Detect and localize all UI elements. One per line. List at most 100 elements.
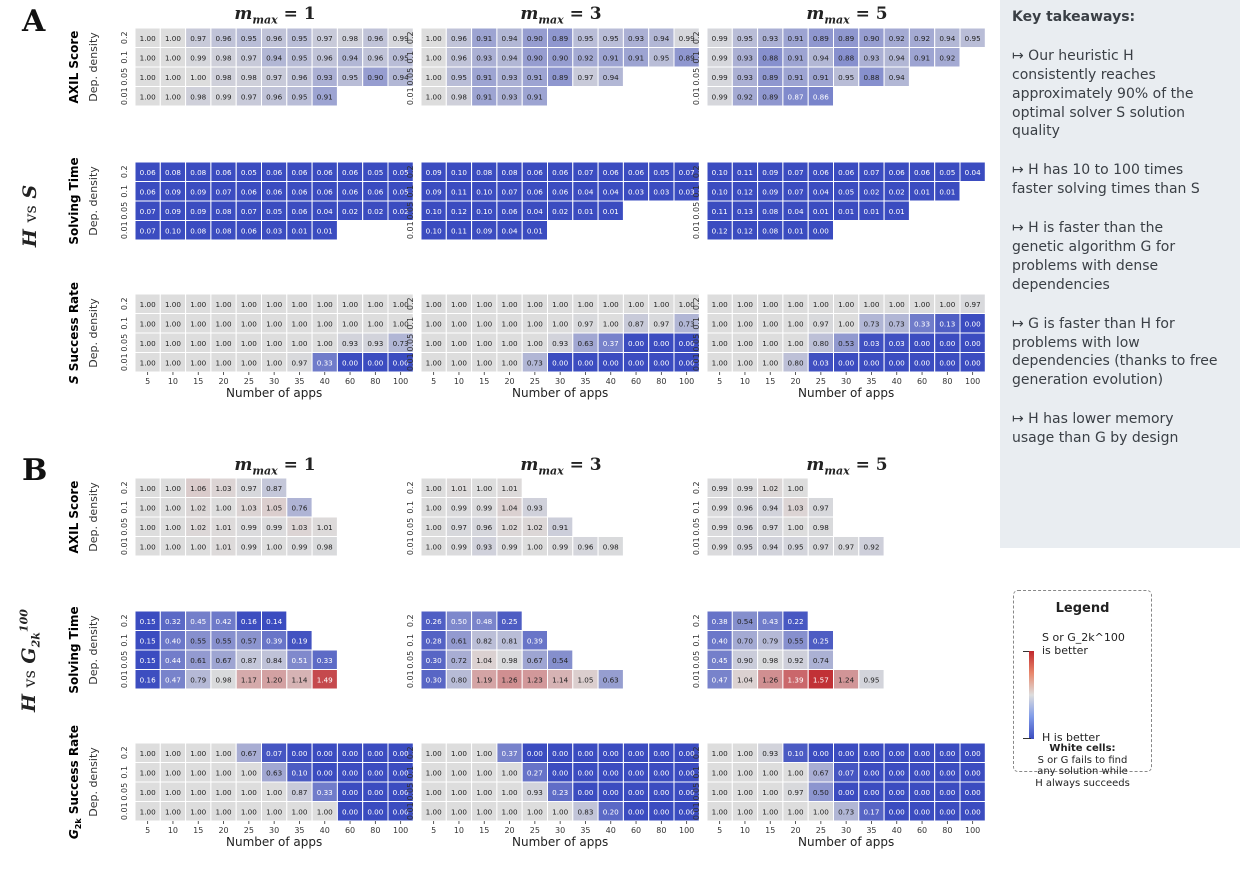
takeaway-item: ↦ H has lower memory usage than G by des… xyxy=(1012,411,1179,447)
x-tick-label: 80 xyxy=(942,826,952,835)
cell-value-label: 0.97 xyxy=(577,319,593,328)
cell-value-label: 0.15 xyxy=(140,617,156,626)
cell-value-label: 1.00 xyxy=(737,768,753,777)
cell-value-label: 0.00 xyxy=(939,807,955,816)
cell-value-label: 0.00 xyxy=(863,358,879,367)
y-tick-label: 0.01 xyxy=(120,353,129,371)
cell-value-label: 0.08 xyxy=(216,207,232,216)
cell-value-label: 0.99 xyxy=(451,503,467,512)
cell-value-label: 0.93 xyxy=(762,34,778,43)
x-tick-label: 25 xyxy=(530,377,540,386)
cell-value-label: 0.00 xyxy=(914,358,930,367)
cell-value-label: 0.93 xyxy=(527,503,543,512)
cell-value-label: 0.06 xyxy=(291,168,307,177)
cell-value-label: 0.01 xyxy=(889,207,905,216)
x-tick-label: 30 xyxy=(269,377,279,386)
y-tick-label: 0.2 xyxy=(406,297,415,310)
metric-label: S Success Rate xyxy=(67,282,81,384)
cell-value-label: 0.05 xyxy=(838,187,854,196)
cell-value-label: 0.00 xyxy=(653,339,669,348)
cell-value-label: 0.00 xyxy=(939,768,955,777)
cell-value-label: 0.03 xyxy=(863,339,879,348)
cell-value-label: 0.55 xyxy=(190,636,206,645)
cell-value-label: 1.00 xyxy=(165,53,181,62)
cell-value-label: 1.00 xyxy=(266,788,282,797)
cell-value-label: 0.95 xyxy=(241,34,257,43)
cell-value-label: 0.04 xyxy=(527,207,543,216)
cell-value-label: 0.06 xyxy=(241,187,257,196)
y-tick-label: 0.1 xyxy=(406,51,415,64)
cell-value-label: 0.00 xyxy=(653,807,669,816)
cell-value-label: 0.06 xyxy=(317,168,333,177)
cell-value-label: 0.02 xyxy=(552,207,568,216)
cell-value-label: 0.92 xyxy=(914,34,930,43)
cell-value-label: 0.61 xyxy=(190,656,206,665)
cell-value-label: 0.94 xyxy=(603,73,619,82)
y-tick-label: 0.05 xyxy=(692,518,701,536)
cell-value-label: 1.00 xyxy=(762,319,778,328)
cell-value-label: 1.00 xyxy=(367,300,383,309)
y-tick-label: 0.1 xyxy=(406,501,415,514)
cell-value-label: 1.00 xyxy=(788,807,804,816)
cell-value-label: 1.00 xyxy=(451,300,467,309)
cell-value-label: 0.93 xyxy=(628,34,644,43)
legend-tick-top xyxy=(1023,651,1031,652)
cell-value-label: 1.14 xyxy=(291,675,307,684)
cell-value-label: 0.89 xyxy=(762,92,778,101)
takeaway-item: ↦ G is faster than H for problems with l… xyxy=(1012,315,1218,389)
cell-value-label: 0.89 xyxy=(679,53,695,62)
y-tick-label: 0.01 xyxy=(692,537,701,555)
legend-bottom-label: H is better xyxy=(1042,731,1100,744)
cell-value-label: 1.00 xyxy=(788,484,804,493)
x-tick-label: 20 xyxy=(790,377,800,386)
cell-value-label: 1.00 xyxy=(838,300,854,309)
cell-value-label: 0.06 xyxy=(914,168,930,177)
y-tick-label: 0.1 xyxy=(120,501,129,514)
cell-value-label: 1.00 xyxy=(317,807,333,816)
cell-value-label: 0.10 xyxy=(712,187,728,196)
cell-value-label: 0.95 xyxy=(291,34,307,43)
cell-value-label: 1.00 xyxy=(291,807,307,816)
cell-value-label: 0.48 xyxy=(476,617,492,626)
cell-value-label: 0.94 xyxy=(502,53,518,62)
cell-value-label: 1.00 xyxy=(502,319,518,328)
cell-value-label: 1.01 xyxy=(216,523,232,532)
cell-value-label: 0.06 xyxy=(813,168,829,177)
cell-value-label: 0.03 xyxy=(653,187,669,196)
cell-value-label: 1.39 xyxy=(788,675,804,684)
cell-value-label: 0.10 xyxy=(476,187,492,196)
cell-value-label: 0.40 xyxy=(712,636,728,645)
cell-value-label: 1.57 xyxy=(813,675,829,684)
cell-value-label: 1.00 xyxy=(426,53,442,62)
cell-value-label: 1.00 xyxy=(342,300,358,309)
cell-value-label: 0.10 xyxy=(426,207,442,216)
y-tick-label: 0.01 xyxy=(120,87,129,105)
cell-value-label: 0.06 xyxy=(552,187,568,196)
cell-value-label: 0.00 xyxy=(965,339,981,348)
cell-value-label: 0.00 xyxy=(603,749,619,758)
cell-value-label: 0.00 xyxy=(889,749,905,758)
cell-value-label: 0.00 xyxy=(889,358,905,367)
x-axis-label: Number of apps xyxy=(512,386,608,400)
y-tick-label: 0.05 xyxy=(120,783,129,801)
cell-value-label: 0.00 xyxy=(914,749,930,758)
cell-value-label: 0.28 xyxy=(426,636,442,645)
cell-value-label: 1.00 xyxy=(241,768,257,777)
cell-value-label: 1.00 xyxy=(165,749,181,758)
cell-value-label: 1.00 xyxy=(216,749,232,758)
cell-value-label: 1.00 xyxy=(241,788,257,797)
x-tick-label: 60 xyxy=(631,377,641,386)
cell-value-label: 1.00 xyxy=(762,807,778,816)
x-tick-label: 30 xyxy=(841,826,851,835)
cell-value-label: 0.67 xyxy=(527,656,543,665)
cell-value-label: 0.98 xyxy=(317,542,333,551)
cell-value-label: 1.04 xyxy=(476,656,492,665)
cell-value-label: 0.87 xyxy=(241,656,257,665)
cell-value-label: 0.89 xyxy=(552,34,568,43)
cell-value-label: 0.08 xyxy=(216,226,232,235)
cell-value-label: 1.01 xyxy=(451,484,467,493)
cell-value-label: 0.73 xyxy=(393,339,409,348)
y-tick-label: 0.05 xyxy=(406,518,415,536)
cell-value-label: 1.00 xyxy=(476,749,492,758)
cell-value-label: 0.11 xyxy=(451,226,467,235)
